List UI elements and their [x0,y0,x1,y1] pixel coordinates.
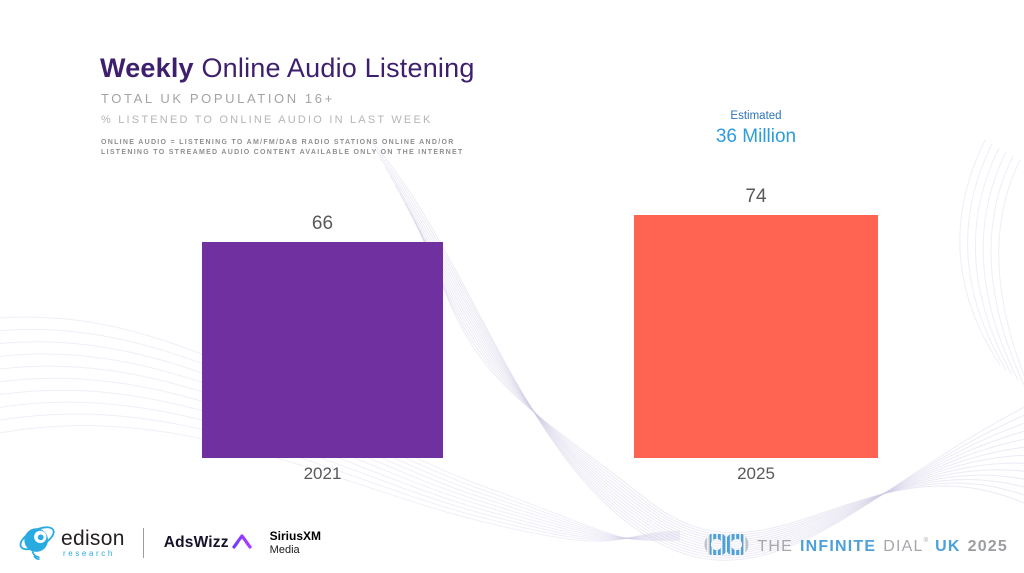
registered-mark: ® [923,538,929,544]
bar-group-2025: 74 2025 [634,0,878,573]
title-rest: Online Audio Listening [201,53,475,83]
definition-note: ONLINE AUDIO = LISTENING TO AM/FM/DAB RA… [101,138,464,158]
brand-word-year: 2025 [967,538,1008,555]
adswizz-arrow-icon [232,533,254,554]
category-label-2021: 2021 [303,464,342,483]
footer-divider [142,528,144,558]
category-label-2025: 2025 [737,464,775,483]
edison-subtitle: research [63,549,115,558]
edison-research-logo: edison research [18,520,125,567]
estimate-label: Estimated [730,110,782,122]
adswizz-logo: AdsWizz [164,533,254,554]
footer-sponsors: edison research AdsWizz SiriusX [18,520,321,566]
subtitle-measure: % LISTENED TO ONLINE AUDIO IN LAST WEEK [101,114,433,126]
edison-name: edison [61,527,125,550]
brand-word-infinite: INFINITE [800,538,877,555]
definition-line-1: ONLINE AUDIO = LISTENING TO AM/FM/DAB RA… [101,139,455,146]
brand-word-dial-wrap: DIAL ® [883,538,928,556]
infinite-dial-brand: THE INFINITE DIAL ® UK 2025 [704,531,1008,563]
edison-logo-icon [18,520,58,567]
siriusxm-media: Media [269,543,300,556]
siriusxm-logo: SiriusXM Media [269,529,322,556]
brand-word-dial: DIAL [883,538,924,555]
page-title: Weekly Online Audio Listening [100,53,475,84]
estimate-annotation: Estimated 36 Million [634,110,878,148]
brand-word-uk: UK [935,538,961,555]
infinity-logo-icon [704,531,750,563]
bar-2021 [202,242,443,458]
brand-word-the: THE [757,538,794,555]
bar-value-2025: 74 [745,186,767,207]
bar-value-2021: 66 [311,213,334,234]
title-bold: Weekly [100,53,194,83]
edison-wordmark: edison research [61,528,125,558]
bar-group-2021: 66 2021 [202,0,443,573]
subtitle-population: TOTAL UK POPULATION 16+ [101,91,335,106]
estimate-value: 36 Million [715,126,797,147]
definition-line-2: LISTENING TO STREAMED AUDIO CONTENT AVAI… [101,149,464,156]
bar-2025 [634,215,878,458]
adswizz-wordmark: AdsWizz [163,534,229,551]
siriusxm-wordmark: SiriusXM [269,529,322,544]
